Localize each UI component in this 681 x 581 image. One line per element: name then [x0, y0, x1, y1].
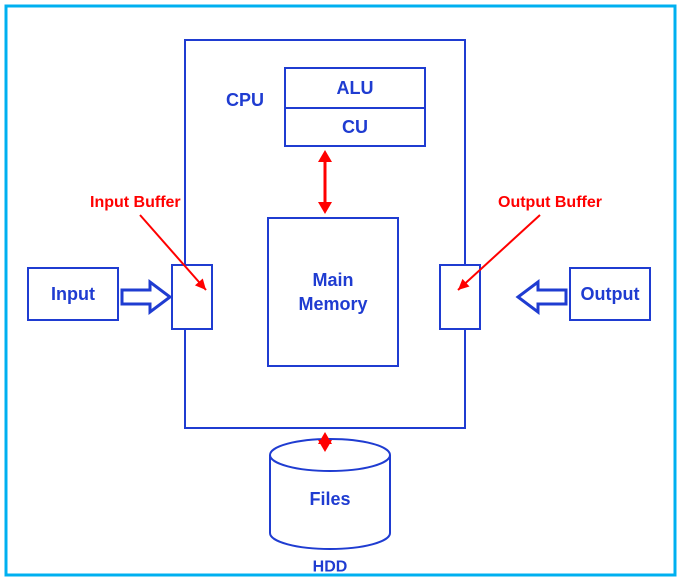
main-memory-label-1: Main [312, 270, 353, 290]
input-label: Input [51, 284, 95, 304]
output-label: Output [581, 284, 640, 304]
alu-label: ALU [337, 78, 374, 98]
output-buffer-label: Output Buffer [498, 194, 602, 211]
main-memory-label-2: Memory [298, 294, 367, 314]
cu-label: CU [342, 117, 368, 137]
input-buffer-label: Input Buffer [90, 194, 181, 211]
main-memory-box [268, 218, 398, 366]
hdd-files-label: Files [309, 489, 350, 509]
hdd-label: HDD [313, 559, 348, 576]
cpu-label: CPU [226, 90, 264, 110]
